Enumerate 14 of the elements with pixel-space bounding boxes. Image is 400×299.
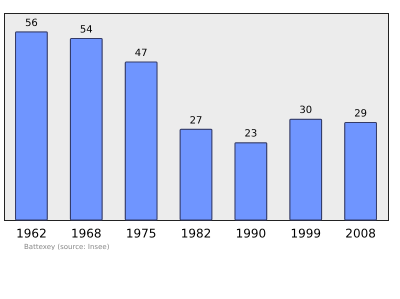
x-tick-label: 1962: [16, 226, 47, 240]
x-tick-label: 1999: [290, 226, 321, 240]
data-label: 56: [25, 18, 38, 29]
data-label: 47: [134, 48, 148, 60]
x-tick-label: 1990: [236, 226, 266, 240]
data-label: 27: [190, 115, 202, 126]
x-tick-label: 1982: [180, 226, 212, 240]
x-tick-label: 2008: [345, 226, 376, 240]
data-label: 29: [354, 108, 367, 120]
data-label: 54: [80, 24, 93, 36]
data-label: 30: [299, 105, 312, 116]
data-label: 23: [244, 128, 258, 140]
x-tick-label: 1968: [71, 226, 102, 240]
x-tick-label: 1975: [126, 226, 156, 240]
